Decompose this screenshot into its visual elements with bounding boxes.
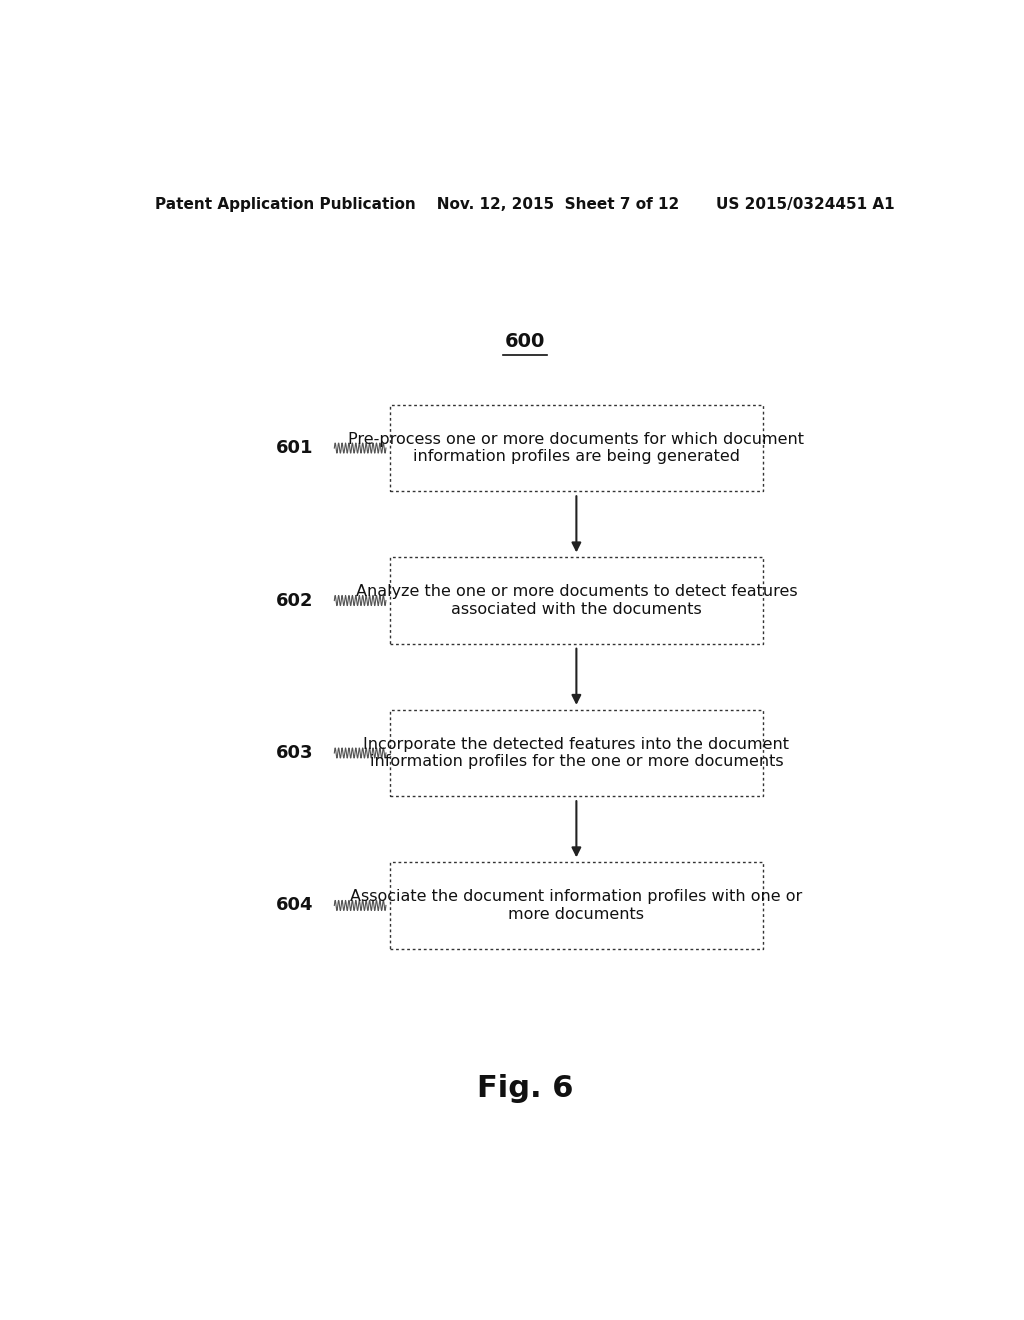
Text: Analyze the one or more documents to detect features
associated with the documen: Analyze the one or more documents to det… (355, 585, 798, 616)
FancyBboxPatch shape (390, 557, 763, 644)
Text: 603: 603 (275, 744, 313, 762)
Text: 602: 602 (275, 591, 313, 610)
Text: 604: 604 (275, 896, 313, 915)
Text: Fig. 6: Fig. 6 (476, 1074, 573, 1104)
Text: 600: 600 (505, 331, 545, 351)
Text: Pre-process one or more documents for which document
information profiles are be: Pre-process one or more documents for wh… (348, 432, 805, 465)
Text: 601: 601 (275, 440, 313, 457)
FancyBboxPatch shape (390, 405, 763, 491)
Text: Incorporate the detected features into the document
information profiles for the: Incorporate the detected features into t… (364, 737, 790, 770)
Text: Patent Application Publication    Nov. 12, 2015  Sheet 7 of 12       US 2015/032: Patent Application Publication Nov. 12, … (155, 197, 895, 211)
FancyBboxPatch shape (390, 862, 763, 949)
FancyBboxPatch shape (390, 710, 763, 796)
Text: Associate the document information profiles with one or
more documents: Associate the document information profi… (350, 890, 803, 921)
